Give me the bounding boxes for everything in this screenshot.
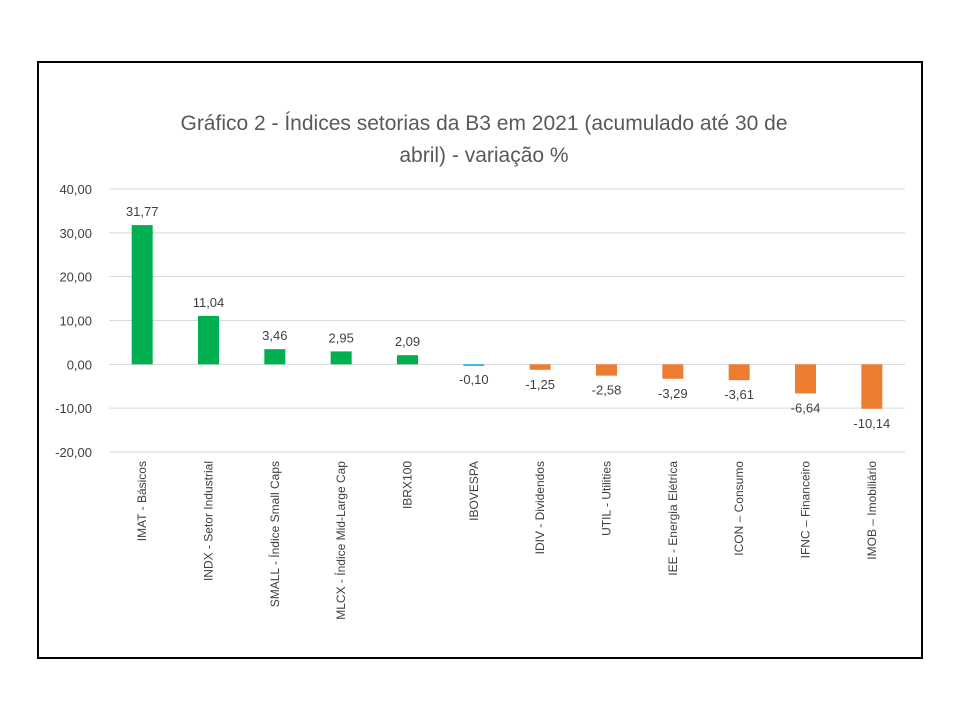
y-tick-label: 10,00 bbox=[59, 314, 92, 329]
bar bbox=[728, 364, 750, 381]
x-axis-ticks: IMAT - Básicos INDX - Setor Industrial SMA… bbox=[135, 461, 879, 620]
bars bbox=[131, 225, 883, 409]
data-label: -10,14 bbox=[853, 416, 890, 431]
bar bbox=[662, 364, 684, 379]
data-label: -0,10 bbox=[459, 372, 489, 387]
data-label: 11,04 bbox=[193, 295, 225, 310]
x-tick-label: ICON – Consumo bbox=[732, 461, 746, 556]
bar bbox=[264, 349, 286, 365]
data-labels: 31,77 11,04 3,46 2,95 2,09 -0,10 -1,25 -2,58 -3,… bbox=[126, 204, 890, 431]
x-tick-label: MLCX - Índice Mid-Large Cap bbox=[333, 461, 348, 620]
bar bbox=[397, 355, 418, 365]
x-tick-label: IMAT - Básicos bbox=[135, 461, 149, 541]
data-label: 3,46 bbox=[262, 328, 287, 343]
x-tick-label: IBOVESPA bbox=[467, 461, 481, 521]
chart: Gráfico 2 - Índices setorias da B3 em 20… bbox=[55, 112, 905, 620]
data-label: -3,61 bbox=[724, 387, 754, 402]
bar bbox=[795, 364, 816, 394]
bar bbox=[861, 364, 883, 409]
chart-title-line: abril) - variação % bbox=[399, 144, 568, 167]
x-tick-label: IFNC – Financeiro bbox=[799, 461, 813, 559]
gridlines bbox=[109, 188, 905, 453]
y-tick-label: -20,00 bbox=[55, 445, 92, 460]
data-label: 31,77 bbox=[126, 204, 159, 219]
x-tick-label: UTIL - Utilities bbox=[600, 461, 614, 536]
bar bbox=[198, 315, 219, 365]
data-label: -3,29 bbox=[658, 386, 688, 401]
x-tick-label: INDX - Setor Industrial bbox=[202, 461, 216, 581]
chart-title-line: Gráfico 2 - Índices setorias da B3 em 20… bbox=[180, 112, 787, 135]
y-tick-label: 40,00 bbox=[59, 182, 92, 197]
data-label: -6,64 bbox=[791, 400, 821, 415]
bar bbox=[529, 364, 551, 370]
data-label: -2,58 bbox=[592, 383, 622, 398]
y-tick-label: 30,00 bbox=[59, 226, 92, 241]
x-tick-label: IMOB – Imobiliário bbox=[865, 461, 879, 560]
x-tick-label: IEE - Energia Elétrica bbox=[666, 461, 680, 576]
chart-title: Gráfico 2 - Índices setorias da B3 em 20… bbox=[180, 112, 787, 167]
chart-frame: Gráfico 2 - Índices setorias da B3 em 20… bbox=[37, 61, 923, 659]
x-tick-label: IDIV - Dividendos bbox=[533, 461, 547, 554]
x-tick-label: IBRX100 bbox=[401, 461, 415, 509]
y-axis-ticks: 40,00 30,00 20,00 10,00 0,00 -10,00 -20,00 bbox=[55, 182, 92, 460]
x-tick-label: SMALL - Índice Small Caps bbox=[267, 461, 282, 607]
y-tick-label: 0,00 bbox=[67, 357, 92, 372]
data-label: 2,09 bbox=[395, 334, 420, 349]
data-label: -1,25 bbox=[525, 377, 555, 392]
bar bbox=[131, 225, 153, 365]
y-tick-label: -10,00 bbox=[55, 401, 92, 416]
data-label: 2,95 bbox=[329, 330, 354, 345]
bar bbox=[463, 364, 485, 366]
bar bbox=[596, 364, 617, 376]
bar bbox=[330, 351, 352, 365]
y-tick-label: 20,00 bbox=[59, 270, 92, 285]
